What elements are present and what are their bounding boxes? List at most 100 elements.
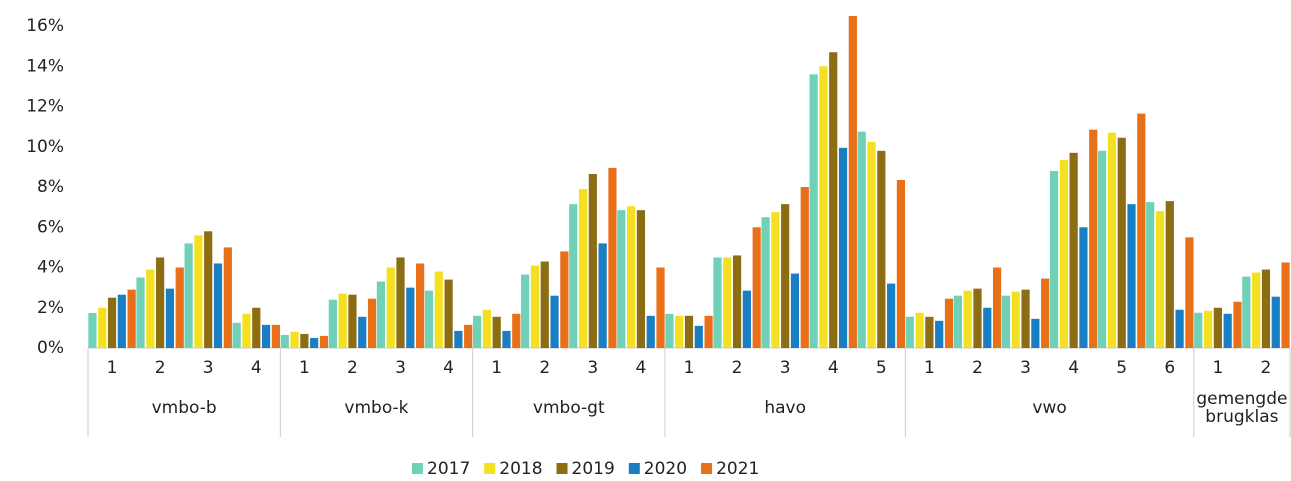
bar xyxy=(992,267,1002,348)
bar xyxy=(1137,113,1146,348)
x-tick-label: 4 xyxy=(251,358,262,378)
bar xyxy=(300,333,309,348)
bar xyxy=(752,227,761,348)
bar xyxy=(184,243,193,348)
bar xyxy=(953,295,962,348)
bar xyxy=(887,283,896,348)
group-label: vwo xyxy=(1032,398,1067,418)
bar xyxy=(1242,276,1251,348)
bar xyxy=(761,217,770,348)
x-tick-label: 6 xyxy=(1164,358,1175,378)
bar xyxy=(1127,204,1136,348)
bar xyxy=(790,273,800,348)
bar xyxy=(1041,278,1050,348)
bar xyxy=(617,210,626,348)
bar xyxy=(771,212,780,348)
bar xyxy=(1252,272,1261,348)
x-tick-label: 2 xyxy=(972,358,983,378)
bar xyxy=(512,313,521,348)
bar xyxy=(848,16,857,348)
bar xyxy=(204,231,213,348)
bar xyxy=(857,131,866,348)
bar xyxy=(983,307,992,348)
bar xyxy=(723,257,732,348)
legend-label: 2020 xyxy=(644,459,687,479)
group-label: havo xyxy=(764,398,806,418)
legend-swatch xyxy=(628,463,640,474)
bar xyxy=(454,330,463,348)
x-tick-label: 2 xyxy=(1261,358,1272,378)
bar xyxy=(781,204,790,348)
x-tick-label: 3 xyxy=(1020,358,1031,378)
bar xyxy=(1107,132,1117,348)
bar xyxy=(1185,237,1194,348)
bar xyxy=(376,281,386,348)
bar xyxy=(1059,159,1068,348)
bar xyxy=(406,287,415,348)
bar xyxy=(328,299,337,348)
bar xyxy=(973,288,982,348)
bar xyxy=(242,313,251,348)
bar xyxy=(819,66,828,348)
y-tick-label: 10% xyxy=(26,137,64,157)
bar xyxy=(310,337,319,348)
bar xyxy=(482,309,491,348)
legend-swatch xyxy=(412,463,423,474)
x-tick-label: 1 xyxy=(299,358,310,378)
bar xyxy=(540,261,549,348)
x-tick-label: 1 xyxy=(107,358,118,378)
bar xyxy=(684,315,694,348)
bar xyxy=(358,316,367,348)
bar xyxy=(434,271,443,348)
bar xyxy=(1069,152,1078,348)
bar xyxy=(925,316,934,348)
bar xyxy=(223,247,232,348)
bar xyxy=(588,173,597,348)
bar xyxy=(1098,150,1107,348)
bar xyxy=(636,210,646,348)
legend-label: 2017 xyxy=(427,459,470,479)
bar xyxy=(1049,170,1059,348)
bar xyxy=(1261,269,1271,348)
legend-label: 2019 xyxy=(572,459,615,479)
bar xyxy=(165,288,175,348)
bar xyxy=(127,289,136,348)
bar xyxy=(656,267,665,348)
bar xyxy=(319,335,329,348)
bar xyxy=(464,324,473,348)
y-tick-label: 14% xyxy=(26,56,64,76)
bar xyxy=(905,316,914,348)
bar xyxy=(98,307,107,348)
bar xyxy=(694,325,703,348)
bar xyxy=(1011,291,1020,348)
bar xyxy=(348,294,357,348)
bar xyxy=(1146,202,1155,348)
bar xyxy=(290,331,299,348)
bar xyxy=(829,52,838,349)
y-tick-label: 4% xyxy=(37,258,64,278)
x-tick-label: 4 xyxy=(636,358,647,378)
bar xyxy=(444,279,453,348)
bar xyxy=(1281,262,1290,348)
bar xyxy=(338,293,347,348)
bar xyxy=(1213,307,1222,348)
bar xyxy=(1233,301,1242,348)
bar xyxy=(502,330,511,348)
x-tick-label: 2 xyxy=(155,358,166,378)
bar xyxy=(492,316,501,348)
bar xyxy=(675,315,684,348)
bar xyxy=(963,290,972,348)
x-tick-label: 2 xyxy=(347,358,358,378)
x-tick-label: 1 xyxy=(491,358,502,378)
x-tick-label: 2 xyxy=(732,358,743,378)
bar xyxy=(416,263,425,348)
bar xyxy=(472,315,482,348)
bar xyxy=(156,257,165,348)
x-tick-label: 1 xyxy=(684,358,695,378)
bar xyxy=(809,74,818,349)
legend-swatch xyxy=(484,463,496,474)
legend-swatch xyxy=(556,463,568,474)
bar xyxy=(877,150,886,348)
